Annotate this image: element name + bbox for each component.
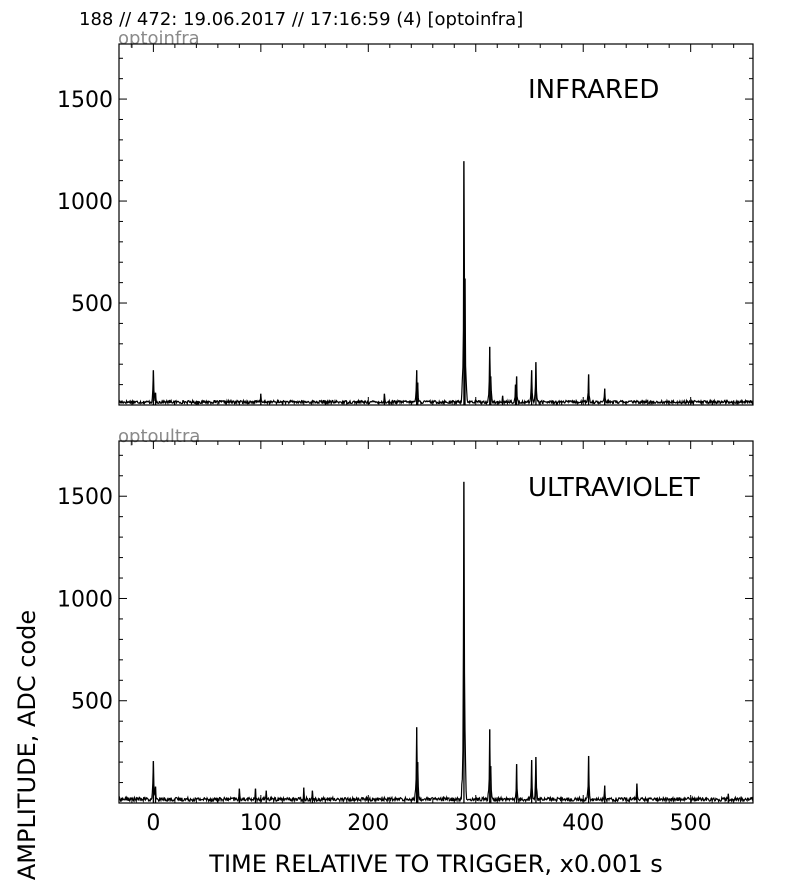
y-tick-label: 500 [71,690,113,715]
x-tick-label: 0 [146,811,160,836]
x-tick-label: 300 [455,811,497,836]
x-tick-label: 100 [240,811,282,836]
x-axis-label: TIME RELATIVE TO TRIGGER, x0.001 s [208,850,662,878]
series-line [118,481,754,804]
y-tick-label: 1000 [57,587,113,612]
ultraviolet-panel-title: ULTRAVIOLET [528,473,700,503]
ultraviolet-axes-frame [118,440,754,804]
x-tick-label: 500 [670,811,712,836]
ultraviolet-plot-area [118,481,754,804]
y-tick-label: 500 [71,292,113,317]
y-tick-label: 1000 [57,190,113,215]
y-tick-label: 1500 [57,88,113,113]
series-line [118,161,754,406]
y-axis-label: AMPLITUDE, ADC code [13,610,41,880]
ultraviolet-panel: optoultra ULTRAVIOLET 500 1000 1500 0 100 200… [57,426,754,836]
infrared-panel: optoinfra INFRARED 500 1000 1500 [57,28,754,406]
infrared-plot-area [118,161,754,406]
infrared-axes-frame [118,43,754,406]
x-tick-label: 200 [347,811,389,836]
x-tick-label: 400 [562,811,604,836]
y-tick-label: 1500 [57,485,113,510]
infrared-panel-title: INFRARED [528,75,659,105]
channel-label-ultra: optoultra [118,426,200,447]
header-title: 188 // 472: 19.06.2017 // 17:16:59 (4) [… [79,9,523,30]
channel-label-infra: optoinfra [118,28,200,49]
